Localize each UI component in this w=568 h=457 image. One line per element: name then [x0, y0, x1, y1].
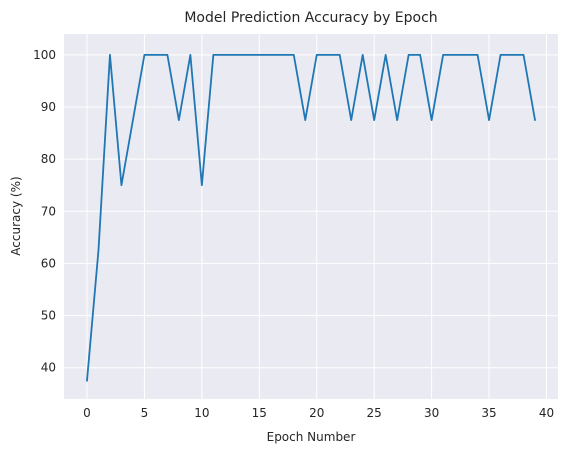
y-tick-label-0: 40: [41, 361, 56, 375]
y-axis-label: Accuracy (%): [9, 176, 23, 255]
series-layer: [86, 53, 536, 382]
x-tick-label-2: 10: [194, 406, 209, 420]
tick-layer: 0 5 10 15 20 25 30 35 40 40 50 60 70 80 90 100: [33, 48, 554, 420]
y-tick-label-2: 60: [41, 256, 56, 270]
x-tick-label-1: 5: [141, 406, 149, 420]
x-tick-label-6: 30: [424, 406, 439, 420]
grid-layer: [64, 34, 558, 399]
y-tick-label-4: 80: [41, 152, 56, 166]
plot-background: [64, 34, 558, 399]
x-axis-label: Epoch Number: [267, 430, 356, 444]
y-tick-label-3: 70: [41, 204, 56, 218]
x-tick-label-4: 20: [309, 406, 324, 420]
y-tick-label-6: 100: [33, 48, 56, 62]
y-tick-label-1: 50: [41, 309, 56, 323]
x-tick-label-5: 25: [367, 406, 382, 420]
accuracy-series-line-0: [86, 53, 536, 382]
chart-title: Model Prediction Accuracy by Epoch: [184, 10, 437, 26]
x-tick-label-3: 15: [252, 406, 267, 420]
x-tick-label-8: 40: [539, 406, 554, 420]
x-tick-label-7: 35: [481, 406, 496, 420]
y-tick-label-5: 90: [41, 100, 56, 114]
x-tick-label-0: 0: [83, 406, 91, 420]
